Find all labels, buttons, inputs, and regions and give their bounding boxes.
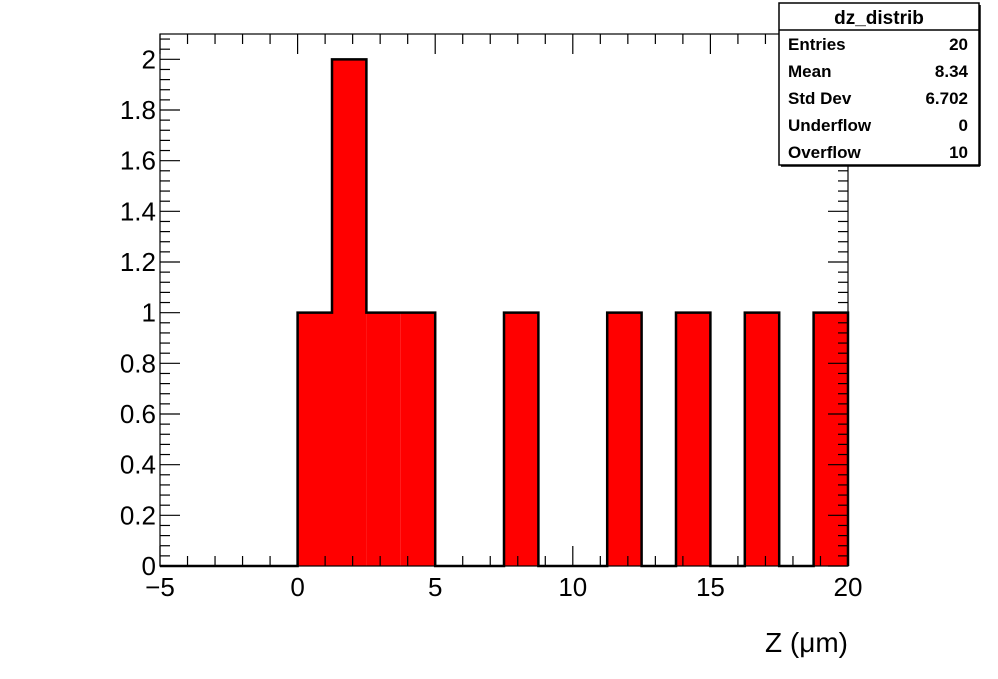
- y-tick-label: 1.2: [120, 247, 156, 277]
- stats-row-label: Underflow: [788, 116, 872, 135]
- y-tick-label: 0.8: [120, 348, 156, 378]
- stats-row-label: Entries: [788, 35, 846, 54]
- y-tick-label: 0.6: [120, 399, 156, 429]
- x-tick-label: 5: [428, 572, 442, 602]
- y-tick-label: 1.6: [120, 146, 156, 176]
- histogram-bar: [400, 312, 436, 566]
- histogram-bar: [332, 59, 367, 566]
- x-tick-label: 15: [696, 572, 725, 602]
- stats-row-value: 20: [949, 35, 968, 54]
- stats-box: dz_distrib Entries 20 Mean 8.34 Std Dev 6.702 U…: [778, 2, 981, 167]
- stats-box-title: dz_distrib: [834, 8, 924, 29]
- y-tick-label: 2: [142, 44, 156, 74]
- plot-frame-rect: [159, 33, 849, 567]
- y-tick-label: 1.8: [120, 95, 156, 125]
- histogram-bar: [813, 312, 848, 566]
- y-tick-label: 0.4: [120, 450, 156, 480]
- bars-layer: [160, 58, 850, 568]
- histogram-bar: [607, 312, 642, 566]
- y-tick-label: 1: [142, 298, 156, 328]
- stats-row-value: 6.702: [925, 89, 968, 108]
- stats-row-value: 10: [949, 143, 968, 162]
- histogram-bar: [676, 312, 711, 566]
- stats-row-label: Overflow: [788, 143, 862, 162]
- y-tick-label: 0: [142, 551, 156, 581]
- x-tick-label: 0: [290, 572, 304, 602]
- stats-row-label: Std Dev: [788, 89, 852, 108]
- histogram-bar: [297, 312, 332, 566]
- y-tick-label: 0.2: [120, 500, 156, 530]
- x-tick-label: −5: [145, 572, 175, 602]
- histogram-outline: [160, 58, 850, 568]
- histogram-bar: [504, 312, 539, 566]
- plot-frame: [159, 33, 849, 567]
- x-axis-title: Z (μm): [765, 627, 848, 658]
- histogram-bar: [366, 312, 401, 566]
- histogram-bar: [744, 312, 780, 566]
- stats-row-label: Mean: [788, 62, 831, 81]
- y-tick-label: 1.4: [120, 196, 156, 226]
- x-tick-label: 10: [558, 572, 587, 602]
- stats-row-value: 8.34: [935, 62, 969, 81]
- x-tick-label: 20: [834, 572, 863, 602]
- stats-row-value: 0: [959, 116, 968, 135]
